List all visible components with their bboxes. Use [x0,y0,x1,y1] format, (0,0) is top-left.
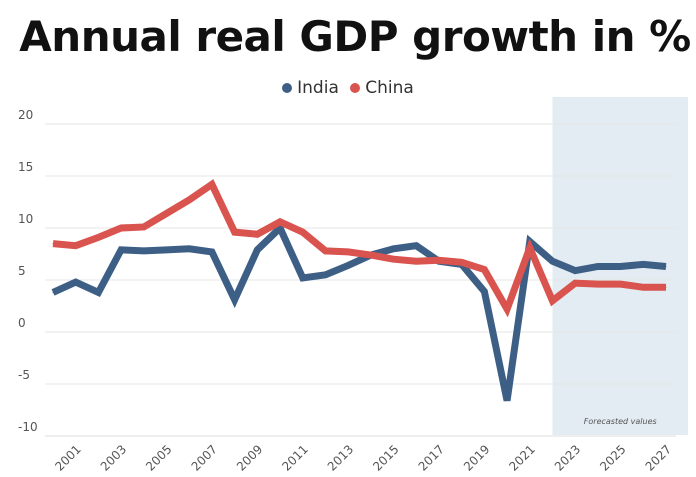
data-point-china [461,261,463,263]
x-tick-label: 2009 [234,442,265,473]
data-point-india [324,274,326,276]
x-tick-label: 2021 [506,442,537,473]
data-point-china [370,254,372,256]
data-point-china [483,269,485,271]
series-line-china [52,179,666,318]
x-tick-label: 2007 [189,442,220,473]
y-tick-label: -10 [18,420,38,434]
data-point-china [143,226,145,228]
legend-label: China [365,78,414,98]
x-tick-label: 2019 [461,442,492,473]
data-point-china [574,282,576,284]
india-marker-icon [282,83,293,93]
data-point-india [97,291,99,293]
y-tick-label: 5 [18,264,26,278]
data-point-china [529,247,531,249]
data-point-china [324,250,326,252]
x-tick-label: 2023 [552,442,583,473]
data-point-china [279,221,281,223]
data-point-china [234,231,236,233]
chart-title: Annual real GDP growth in % [19,12,691,61]
legend-item-india[interactable]: India [282,78,339,98]
data-point-india [642,263,644,265]
data-point-india [302,277,304,279]
data-point-india [234,299,236,301]
data-point-india [574,270,576,272]
china-marker-icon [350,83,361,93]
data-point-china [211,183,213,185]
data-point-china [506,308,508,310]
data-point-china [438,259,440,261]
data-point-china [302,231,304,233]
x-tick-label: 2011 [279,442,310,473]
data-point-china [97,236,99,238]
x-tick-label: 2017 [416,442,447,473]
data-point-india [347,264,349,266]
data-point-india [75,281,77,283]
data-point-india [143,250,145,252]
data-point-china [75,245,77,247]
data-point-china [642,286,644,288]
legend-item-china[interactable]: China [350,78,414,98]
data-point-china [52,243,54,245]
legend-label: India [297,78,339,98]
data-point-india [279,227,281,229]
data-point-india [256,249,258,251]
data-point-china [188,199,190,201]
data-point-china [597,283,599,285]
x-tick-label: 2005 [143,442,174,473]
y-tick-label: 10 [18,212,33,226]
data-point-china [347,251,349,253]
data-point-china [256,233,258,235]
x-tick-label: 2025 [597,442,628,473]
data-point-china [620,283,622,285]
y-tick-label: 15 [18,160,33,174]
x-tick-label: 2001 [52,442,83,473]
data-point-china [393,258,395,260]
legend: India China [0,78,696,98]
data-point-india [620,265,622,267]
data-point-india [52,291,54,293]
data-point-india [393,248,395,250]
data-point-china [166,212,168,214]
data-point-india [120,249,122,251]
x-tick-label: 2027 [643,442,674,473]
series-line-india [51,222,667,402]
data-point-india [597,265,599,267]
data-point-china [415,260,417,262]
data-point-india [166,249,168,251]
y-tick-label: -5 [18,368,30,382]
data-point-china [120,227,122,229]
data-point-india [665,265,667,267]
data-point-india [551,260,553,262]
y-tick-label: 0 [18,316,26,330]
x-tick-label: 2015 [370,442,401,473]
x-tick-label: 2013 [325,442,356,473]
data-point-china [551,300,553,302]
y-tick-label: 20 [18,108,33,122]
x-tick-label: 2003 [98,442,129,473]
data-point-india [506,400,508,402]
data-point-india [415,245,417,247]
data-point-india [188,248,190,250]
data-point-china [665,286,667,288]
forecast-label: Forecasted values [584,417,657,426]
data-point-india [211,251,213,253]
data-point-india [483,290,485,292]
